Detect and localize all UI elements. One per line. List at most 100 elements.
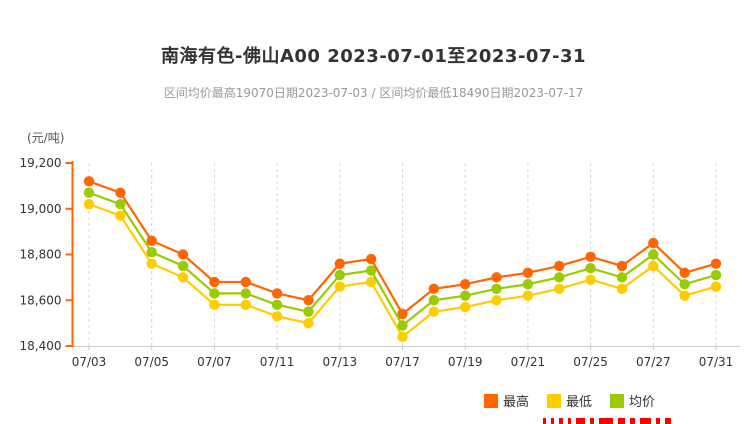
watermark-fragment (665, 418, 671, 424)
data-point-max[interactable] (209, 276, 220, 288)
data-point-avg[interactable] (616, 272, 628, 283)
data-point-avg[interactable] (554, 272, 565, 283)
data-point-max[interactable] (365, 253, 377, 265)
data-point-avg[interactable] (271, 299, 283, 311)
data-point-max[interactable] (177, 249, 189, 260)
data-point-avg[interactable] (83, 187, 95, 198)
x-axis-label: 07/27 (636, 355, 671, 369)
data-point-max[interactable] (428, 283, 440, 295)
legend-label-max: 最高 (503, 395, 530, 410)
data-point-max[interactable] (115, 187, 126, 198)
data-point-max[interactable] (710, 258, 722, 269)
data-point-min[interactable] (209, 299, 220, 311)
data-point-avg[interactable] (648, 249, 659, 260)
watermark-fragment (551, 418, 554, 424)
data-point-max[interactable] (303, 295, 314, 306)
data-point-min[interactable] (585, 274, 596, 285)
data-point-min[interactable] (554, 283, 565, 295)
legend-item-avg[interactable]: 均价 (610, 391, 655, 410)
data-point-max[interactable] (648, 237, 659, 249)
legend-item-min[interactable]: 最低 (547, 391, 592, 410)
data-point-min[interactable] (303, 317, 314, 329)
data-point-min[interactable] (146, 258, 157, 269)
data-point-avg[interactable] (522, 279, 534, 290)
data-point-avg[interactable] (491, 283, 502, 295)
data-point-avg[interactable] (428, 295, 440, 306)
data-point-max[interactable] (460, 279, 471, 290)
data-point-min[interactable] (83, 198, 95, 210)
x-axis-label: 07/13 (323, 355, 358, 369)
data-point-max[interactable] (240, 276, 251, 288)
data-point-min[interactable] (177, 272, 189, 283)
data-point-avg[interactable] (679, 279, 690, 290)
data-point-min[interactable] (428, 306, 440, 317)
legend-swatch-max-icon (484, 393, 498, 408)
data-point-min[interactable] (460, 301, 471, 313)
watermark-fragment (630, 418, 635, 424)
data-point-max[interactable] (397, 308, 408, 320)
data-point-avg[interactable] (710, 269, 722, 281)
data-point-avg[interactable] (365, 265, 377, 276)
y-axis-label: 19,200 (20, 156, 62, 170)
data-point-max[interactable] (334, 258, 345, 269)
x-axis-label: 07/31 (699, 355, 734, 369)
data-point-max[interactable] (146, 235, 157, 246)
legend-label-avg: 均价 (629, 395, 656, 410)
data-point-max[interactable] (491, 272, 502, 283)
data-point-avg[interactable] (460, 290, 471, 301)
data-point-min[interactable] (115, 210, 126, 221)
data-point-min[interactable] (491, 295, 502, 306)
x-axis-label: 07/07 (197, 355, 232, 369)
data-point-avg[interactable] (115, 198, 126, 210)
y-axis-label: 18,600 (20, 293, 62, 307)
data-point-min[interactable] (616, 283, 628, 295)
legend-item-max[interactable]: 最高 (484, 391, 529, 410)
y-axis-label: 18,800 (20, 248, 62, 262)
data-point-max[interactable] (585, 251, 596, 262)
x-axis-label: 07/17 (385, 355, 420, 369)
data-point-min[interactable] (679, 290, 690, 301)
data-point-avg[interactable] (240, 288, 251, 299)
watermark-fragment (559, 418, 563, 424)
data-point-min[interactable] (271, 311, 283, 322)
legend-label-min: 最低 (566, 395, 593, 410)
data-point-min[interactable] (522, 290, 534, 301)
chart-subtitle: 区间均价最高19070日期2023-07-03 / 区间均价最低18490日期2… (163, 86, 584, 100)
data-point-avg[interactable] (209, 288, 220, 299)
data-point-max[interactable] (522, 267, 534, 278)
data-point-max[interactable] (271, 288, 283, 299)
data-point-min[interactable] (710, 281, 722, 292)
data-point-max[interactable] (554, 260, 565, 272)
data-point-min[interactable] (365, 276, 377, 288)
watermark-fragment (618, 418, 625, 424)
data-point-avg[interactable] (397, 320, 408, 331)
watermark-fragment (590, 418, 594, 424)
y-axis-label: 18,400 (20, 339, 62, 353)
data-point-max[interactable] (616, 260, 628, 272)
x-axis-label: 07/21 (511, 355, 546, 369)
watermark-fragment (568, 418, 571, 424)
data-point-min[interactable] (334, 281, 345, 292)
data-point-max[interactable] (83, 176, 95, 187)
data-point-avg[interactable] (303, 306, 314, 317)
x-axis-label: 07/03 (72, 355, 107, 369)
legend-swatch-avg-icon (610, 393, 625, 408)
y-axis-label: 19,000 (20, 202, 62, 216)
watermark-fragment (543, 418, 546, 424)
watermark-fragment (599, 418, 613, 424)
y-axis-unit-label: (元/吨) (27, 131, 65, 145)
data-point-min[interactable] (240, 299, 251, 311)
data-point-min[interactable] (397, 331, 408, 343)
data-point-avg[interactable] (585, 263, 596, 274)
data-point-min[interactable] (648, 260, 659, 272)
chart-title: 南海有色-佛山A00 2023-07-01至2023-07-31 (161, 46, 586, 67)
data-point-avg[interactable] (334, 269, 345, 281)
watermark-fragment (576, 418, 585, 424)
data-point-max[interactable] (679, 267, 690, 278)
watermark-clipped-text (543, 418, 743, 424)
x-axis-label: 07/19 (448, 355, 483, 369)
data-point-avg[interactable] (146, 247, 157, 258)
data-point-avg[interactable] (177, 260, 189, 272)
